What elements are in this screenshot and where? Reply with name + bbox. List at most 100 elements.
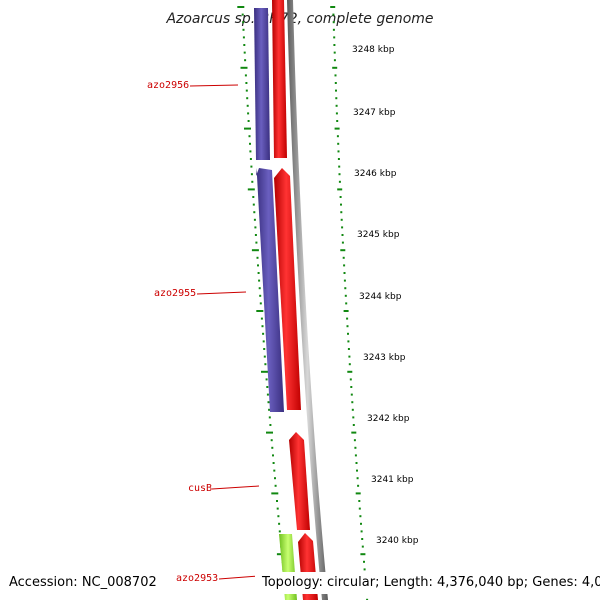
minor-tick: [270, 439, 273, 442]
minor-tick: [266, 386, 269, 388]
kbp-label: 3243 kbp: [363, 353, 406, 363]
minor-tick: [358, 500, 361, 502]
kbp-label: 3240 kbp: [376, 536, 419, 546]
minor-tick: [244, 74, 247, 77]
gene-label-azo2953[interactable]: azo2953: [176, 573, 218, 584]
minor-tick: [357, 484, 360, 487]
major-tick: [237, 6, 245, 8]
gene-azo2956[interactable]: [254, 8, 270, 160]
minor-tick: [354, 446, 357, 449]
minor-tick: [336, 135, 339, 138]
minor-tick: [242, 36, 245, 39]
minor-tick: [335, 104, 338, 107]
gene-cusB[interactable]: [289, 432, 310, 530]
minor-tick: [250, 165, 253, 168]
minor-tick: [259, 302, 262, 305]
minor-tick: [277, 515, 280, 518]
leader-line: [189, 84, 239, 87]
minor-tick: [341, 226, 344, 229]
minor-tick: [351, 401, 354, 404]
minor-tick: [353, 439, 356, 442]
major-tick: [251, 249, 259, 252]
minor-tick: [245, 82, 248, 84]
minor-tick: [337, 158, 340, 160]
minor-tick: [268, 408, 271, 411]
minor-tick: [267, 401, 270, 404]
minor-tick: [363, 560, 365, 563]
kbp-label: 3248 kbp: [352, 45, 395, 55]
minor-tick: [343, 272, 346, 274]
minor-tick: [247, 120, 250, 122]
minor-tick: [359, 515, 362, 518]
minor-tick: [335, 89, 337, 92]
minor-tick: [271, 446, 274, 449]
minor-tick: [259, 294, 262, 297]
major-tick: [343, 310, 349, 312]
minor-tick: [339, 196, 342, 198]
leader-line: [196, 291, 247, 295]
minor-tick: [347, 332, 349, 335]
gene-red-top[interactable]: [272, 0, 287, 158]
minor-tick: [338, 180, 341, 183]
minor-tick: [354, 454, 357, 457]
minor-tick: [366, 598, 369, 600]
minor-tick: [344, 294, 347, 297]
minor-tick: [332, 13, 335, 16]
minor-tick: [249, 142, 251, 145]
map-title: Azoarcus sp. BH72, complete genome: [165, 11, 433, 27]
major-tick: [337, 188, 343, 191]
minor-tick: [361, 545, 364, 548]
minor-tick: [360, 530, 363, 533]
minor-tick: [341, 234, 344, 236]
gene-label-group: azo2956 azo2955 cusB azo2953: [147, 80, 260, 584]
minor-tick: [337, 142, 340, 145]
minor-tick: [361, 538, 364, 540]
gene-red-middle[interactable]: [274, 168, 301, 410]
gene-label-cusB[interactable]: cusB: [188, 483, 212, 494]
minor-tick: [342, 256, 345, 259]
genome-backbone: [287, 0, 328, 600]
minor-tick: [258, 279, 261, 282]
minor-tick: [340, 211, 343, 214]
gene-label-azo2956[interactable]: azo2956: [147, 80, 189, 91]
minor-tick: [345, 302, 348, 305]
kbp-label: 3242 kbp: [367, 414, 410, 424]
minor-tick: [268, 416, 271, 419]
minor-tick: [356, 469, 358, 472]
minor-tick: [350, 393, 353, 396]
minor-tick: [260, 317, 263, 320]
minor-tick: [272, 462, 275, 464]
minor-tick: [263, 355, 266, 358]
accession-text: Accession: NC_008702: [9, 575, 157, 590]
gene-label-azo2955[interactable]: azo2955: [154, 288, 196, 299]
minor-tick: [261, 325, 264, 328]
minor-tick: [253, 218, 256, 221]
major-tick: [360, 553, 366, 556]
minor-tick: [246, 97, 249, 100]
minor-tick: [352, 416, 355, 419]
minor-tick: [250, 173, 253, 176]
topology-text: Topology: circular; Length: 4,376,040 bp…: [261, 575, 600, 590]
minor-tick: [340, 203, 342, 206]
minor-tick: [264, 363, 267, 366]
minor-tick: [349, 378, 352, 381]
minor-tick: [338, 165, 341, 168]
minor-tick: [256, 256, 259, 259]
major-tick: [266, 431, 273, 434]
minor-tick: [333, 36, 336, 39]
kbp-label: 3244 kbp: [359, 292, 402, 302]
kbp-label: 3246 kbp: [354, 169, 397, 179]
minor-tick: [360, 522, 362, 525]
minor-tick: [348, 355, 351, 358]
minor-tick: [243, 51, 246, 54]
minor-tick: [263, 348, 266, 350]
minor-tick: [351, 408, 354, 411]
gene-azo2955[interactable]: [256, 168, 284, 412]
major-tick: [244, 127, 251, 130]
minor-tick: [243, 44, 246, 46]
minor-tick: [276, 507, 279, 510]
minor-tick: [350, 386, 353, 388]
minor-tick: [252, 196, 255, 198]
kbp-label: 3247 kbp: [353, 108, 396, 118]
